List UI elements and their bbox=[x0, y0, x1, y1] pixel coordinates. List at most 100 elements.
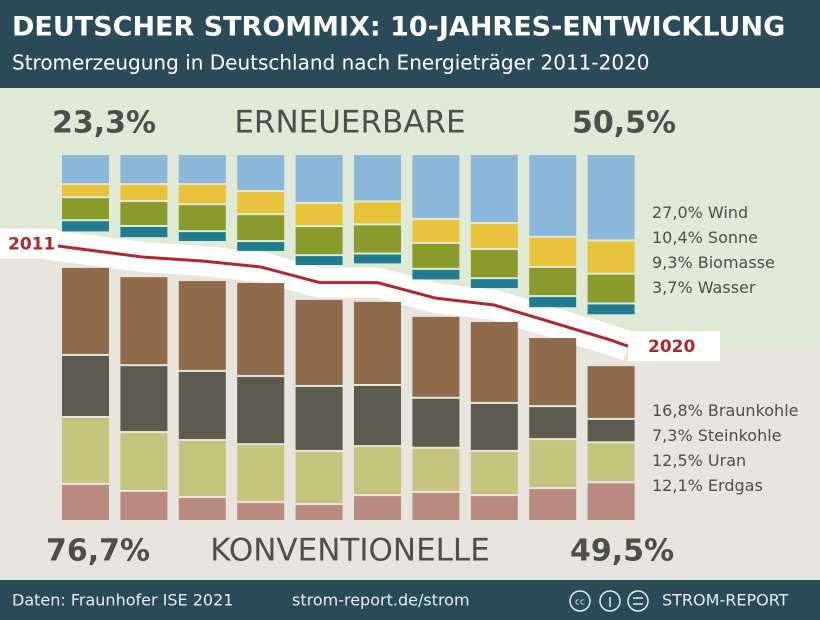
bar-segment bbox=[529, 407, 577, 439]
bar-segment bbox=[62, 484, 109, 520]
legend-name: Sonne bbox=[708, 228, 758, 247]
group-title: ERNEUERBARE bbox=[234, 105, 465, 141]
bar-segment bbox=[295, 155, 343, 202]
legend-value: 12,1% bbox=[652, 476, 703, 495]
bar-segment bbox=[62, 267, 109, 354]
bar-segment bbox=[295, 505, 343, 520]
legend-name: Erdgas bbox=[708, 476, 763, 495]
bar-segment bbox=[412, 219, 460, 242]
bar-segment bbox=[120, 185, 168, 201]
bar-segment bbox=[587, 419, 635, 442]
bar-segment bbox=[587, 366, 635, 418]
bar-segment bbox=[62, 355, 109, 416]
bar-segment bbox=[178, 205, 226, 231]
bar-segment bbox=[178, 185, 226, 204]
bar-segment bbox=[120, 227, 168, 238]
bar-segment bbox=[120, 277, 168, 365]
group-total: 76,7% bbox=[46, 534, 150, 569]
bar-segment bbox=[295, 203, 343, 225]
bar-segment bbox=[470, 279, 518, 289]
bar-segment bbox=[412, 243, 460, 268]
bar-segment bbox=[237, 215, 285, 241]
url: strom-report.de/strom bbox=[292, 591, 470, 610]
bar-segment bbox=[120, 202, 168, 225]
bar-segment bbox=[62, 155, 109, 184]
bar-segment bbox=[237, 503, 285, 520]
legend-value: 7,3% bbox=[652, 426, 693, 445]
legend-entry: 12,1% Erdgas bbox=[652, 476, 763, 495]
legend-entry: 7,3% Steinkohle bbox=[652, 426, 782, 445]
bar-segment bbox=[354, 496, 401, 520]
bar-segment bbox=[587, 241, 635, 273]
legend-entry: 16,8% Braunkohle bbox=[652, 401, 798, 420]
bar-segment bbox=[62, 185, 109, 197]
footer bbox=[0, 580, 820, 620]
bar-segment bbox=[412, 269, 460, 280]
bar-segment bbox=[354, 386, 401, 446]
bar-segment bbox=[62, 418, 109, 483]
bar-segment bbox=[354, 202, 401, 224]
bar-segment bbox=[354, 447, 401, 495]
bar-segment bbox=[587, 443, 635, 482]
bar-segment bbox=[62, 221, 109, 232]
source: Daten: Fraunhofer ISE 2021 bbox=[12, 591, 233, 610]
legend-name: Wind bbox=[708, 203, 748, 222]
bar-segment bbox=[120, 155, 168, 184]
bar-segment bbox=[529, 155, 577, 236]
year-label: 2011 bbox=[8, 235, 55, 255]
bar-segment bbox=[295, 256, 343, 265]
bar-segment bbox=[237, 377, 285, 444]
bar-segment bbox=[412, 492, 460, 520]
bar-segment bbox=[178, 281, 226, 370]
bar-segment bbox=[354, 155, 401, 201]
bar-segment bbox=[62, 198, 109, 220]
bar-segment bbox=[587, 483, 635, 520]
legend-value: 3,7% bbox=[652, 278, 693, 297]
bar-segment bbox=[470, 322, 518, 402]
legend-name: Braunkohle bbox=[708, 401, 799, 420]
bar-segment bbox=[295, 451, 343, 504]
divider-line bbox=[39, 242, 629, 348]
legend-entry: 12,5% Uran bbox=[652, 451, 746, 470]
bar-segment bbox=[529, 237, 577, 266]
bar-segment bbox=[529, 489, 577, 520]
legend-value: 10,4% bbox=[652, 228, 703, 247]
bar-segment bbox=[178, 441, 226, 496]
bar-segment bbox=[120, 491, 168, 520]
year-box bbox=[628, 331, 720, 362]
bar-segment bbox=[412, 155, 460, 218]
bar-segment bbox=[470, 155, 518, 223]
bar-segment bbox=[354, 301, 401, 384]
bar-segment bbox=[237, 192, 285, 214]
bar-segment bbox=[120, 366, 168, 432]
bar-segment bbox=[178, 232, 226, 241]
chart-subtitle: Stromerzeugung in Deutschland nach Energ… bbox=[12, 51, 650, 75]
bar-segment bbox=[178, 498, 226, 520]
header bbox=[0, 0, 820, 88]
group-total: 23,3% bbox=[52, 106, 156, 141]
bar-segment bbox=[295, 227, 343, 255]
legend-name: Uran bbox=[708, 451, 746, 470]
year-box bbox=[0, 228, 58, 259]
bar-segment bbox=[587, 304, 635, 315]
group-total: 50,5% bbox=[572, 106, 676, 141]
brand: STROM-REPORT bbox=[662, 591, 789, 610]
group-total: 49,5% bbox=[570, 534, 674, 569]
legend-entry: 9,3% Biomasse bbox=[652, 253, 775, 272]
legend-name: Steinkohle bbox=[698, 426, 782, 445]
bar-segment bbox=[529, 338, 577, 406]
bar-segment bbox=[412, 316, 460, 397]
bar-segment bbox=[237, 155, 285, 191]
bar-segment bbox=[470, 496, 518, 520]
bar-segment bbox=[412, 398, 460, 447]
bar-segment bbox=[470, 224, 518, 249]
group-title: KONVENTIONELLE bbox=[210, 533, 490, 569]
bar-segment bbox=[178, 155, 226, 184]
legend-name: Wasser bbox=[698, 278, 756, 297]
bar-segment bbox=[470, 403, 518, 450]
bar-segment bbox=[354, 254, 401, 264]
bar-segment bbox=[237, 242, 285, 251]
bar-segment bbox=[587, 155, 635, 240]
